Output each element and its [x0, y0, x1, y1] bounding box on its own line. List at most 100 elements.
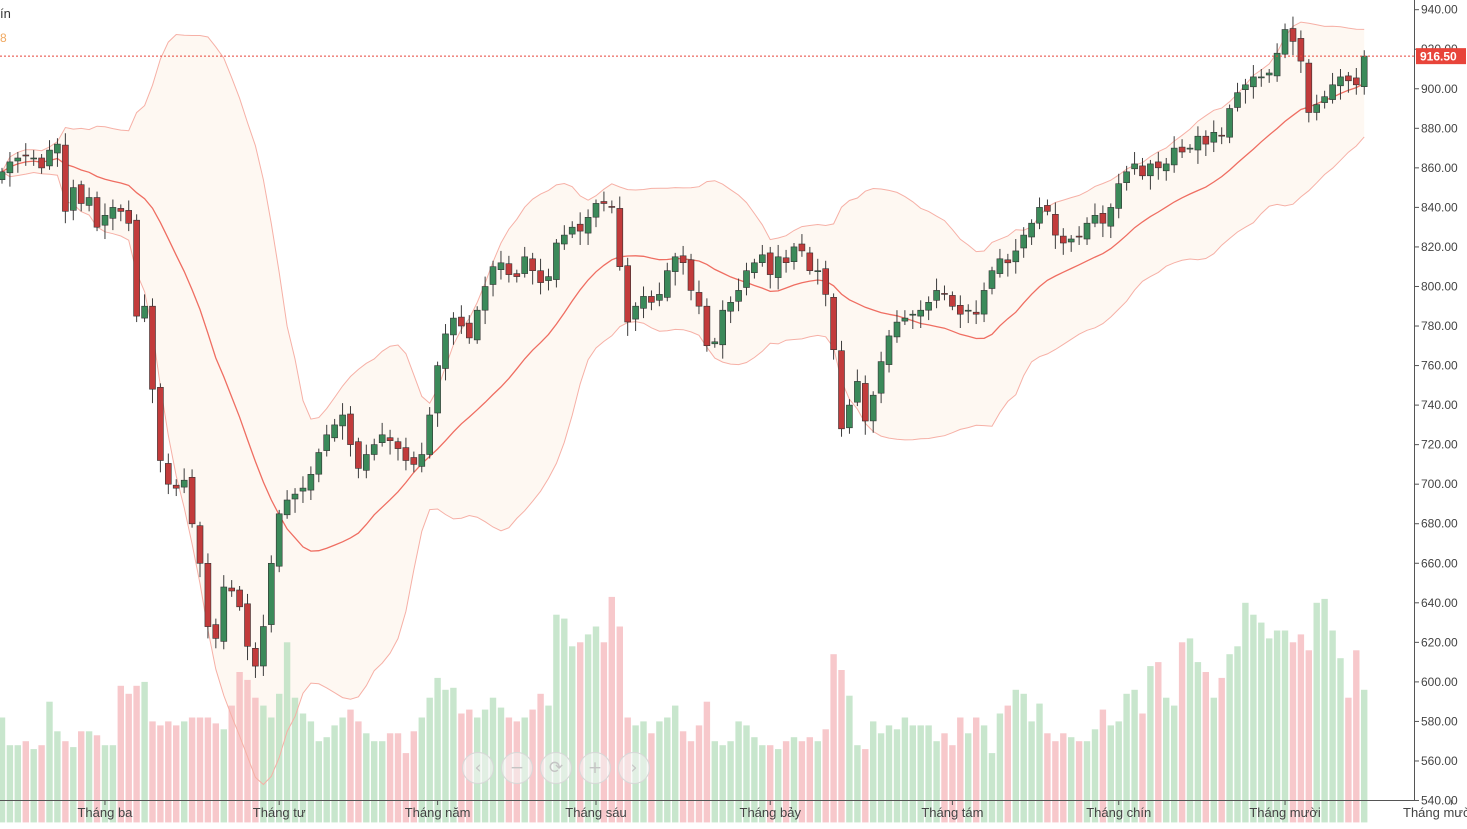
candle-up: [846, 404, 853, 429]
candle-up: [901, 317, 909, 322]
volume-bar: [204, 717, 212, 823]
candle-down: [386, 437, 394, 442]
candle-up: [1186, 147, 1194, 150]
candle-up: [1028, 222, 1035, 238]
candle-down: [782, 257, 790, 263]
candle-down: [1052, 214, 1059, 236]
candle-up: [220, 586, 228, 642]
y-tick-label: 840.00: [1421, 200, 1458, 214]
volume-bar: [1218, 677, 1225, 823]
candle-down: [172, 484, 180, 489]
candle-down: [93, 197, 101, 228]
candle-up: [560, 234, 568, 245]
reset-button[interactable]: ⟳: [540, 752, 572, 784]
x-tick-label: Tháng mười một: [1403, 805, 1467, 820]
candle-up: [917, 309, 925, 317]
candle-up: [426, 414, 434, 455]
candle-down: [1305, 62, 1313, 113]
volume-bar: [957, 717, 964, 823]
candle-down: [861, 383, 869, 422]
candle-up: [1067, 238, 1075, 243]
candle-down: [1353, 77, 1360, 86]
candle-down: [537, 270, 544, 283]
candle-up: [1210, 132, 1218, 143]
volume-bar: [1234, 646, 1241, 823]
zoom-in-button[interactable]: +: [579, 752, 611, 784]
candle-down: [1345, 75, 1352, 82]
volume-bar: [196, 717, 204, 823]
candle-down: [196, 525, 204, 564]
volume-bar: [1345, 697, 1352, 823]
volume-bar: [1060, 733, 1067, 823]
legend-symbol-name: ín: [0, 6, 11, 21]
volume-bar: [608, 596, 615, 823]
candle-up: [362, 454, 370, 471]
volume-bar: [450, 687, 457, 823]
candle-up: [592, 203, 600, 218]
volume-bar: [893, 729, 901, 823]
volume-bar: [1250, 614, 1257, 823]
volume-bar: [1075, 741, 1083, 823]
candle-down: [252, 647, 259, 667]
volume-bar: [212, 723, 219, 823]
candle-down: [62, 144, 69, 212]
volume-bar: [228, 705, 235, 823]
candle-up: [980, 290, 988, 315]
volume-bar: [426, 697, 433, 823]
candle-up: [1170, 147, 1178, 166]
volume-bar: [1226, 654, 1233, 823]
candle-up: [790, 246, 798, 262]
candle-down: [204, 562, 212, 627]
volume-bar: [402, 753, 410, 823]
scroll-left-button[interactable]: ‹: [462, 752, 494, 784]
candle-down: [212, 624, 220, 639]
scroll-right-button[interactable]: ›: [618, 752, 650, 784]
volume-bar: [458, 713, 465, 823]
zoom-out-button[interactable]: −: [501, 752, 533, 784]
volume-bar: [268, 717, 275, 823]
candle-up: [0, 171, 6, 181]
volume-bar: [260, 705, 267, 823]
candle-down: [798, 243, 806, 252]
volume-bar: [996, 713, 1004, 823]
candle-down: [1202, 135, 1210, 145]
candle-down: [695, 292, 703, 307]
volume-bar: [363, 733, 370, 823]
volume-bar: [759, 745, 766, 823]
volume-bar: [806, 737, 813, 823]
candle-up: [6, 161, 14, 174]
candle-down: [117, 208, 125, 212]
volume-bar: [38, 745, 45, 823]
y-tick-label: 860.00: [1421, 161, 1458, 175]
volume-bar: [782, 741, 790, 823]
volume-bar: [101, 745, 109, 823]
candle-down: [949, 295, 956, 307]
volume-bar: [418, 717, 425, 823]
volume-bar: [790, 737, 798, 823]
volume-bar: [933, 741, 940, 823]
price-axis-area: [1414, 0, 1467, 824]
volume-bar: [656, 721, 663, 823]
candle-up: [473, 309, 481, 341]
candle-up: [1281, 29, 1289, 55]
y-tick-label: 760.00: [1421, 359, 1458, 373]
candle-up: [1123, 171, 1130, 184]
candle-down: [394, 441, 402, 449]
candle-down: [830, 296, 837, 350]
volume-bar: [830, 654, 837, 823]
y-tick-label: 640.00: [1421, 596, 1458, 610]
volume-bar: [497, 707, 505, 823]
candle-up: [1083, 222, 1091, 240]
volume-bar: [315, 741, 322, 823]
volume-bar: [1115, 721, 1122, 823]
volume-bar: [1036, 703, 1043, 823]
chart-navigation: ‹ − ⟳ + ›: [462, 752, 650, 786]
candle-down: [188, 476, 196, 525]
candle-up: [814, 270, 822, 273]
volume-bar: [1004, 705, 1011, 823]
candle-up: [260, 626, 267, 667]
candle-up: [299, 487, 307, 492]
volume-bar: [838, 670, 845, 823]
